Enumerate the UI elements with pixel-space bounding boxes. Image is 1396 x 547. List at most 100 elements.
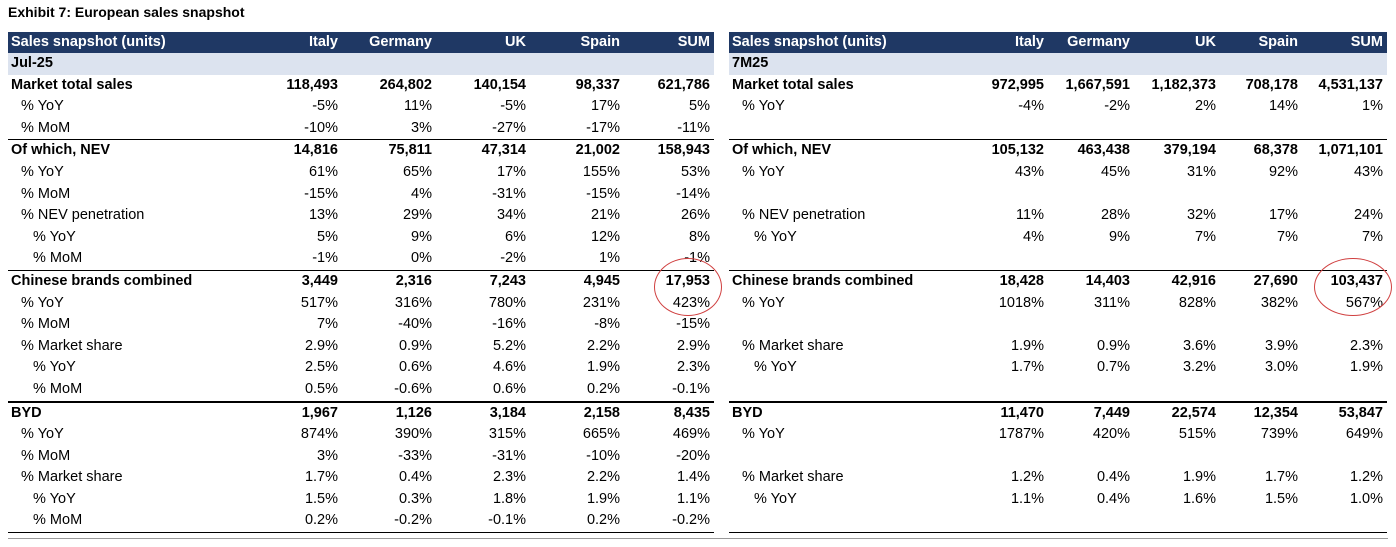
cell-spain: 382% [1260, 294, 1298, 311]
cell-italy: 14,816 [251, 139, 342, 162]
table-row: Market total sales 972,995 1,667,591 1,182,… [729, 75, 1387, 97]
table-row [729, 379, 1387, 402]
table-row: % MoM 7% -40% -16% -8% -15% [8, 314, 714, 336]
row-label-mom: % MoM [21, 316, 71, 333]
row-label-yoy: % YoY [33, 359, 76, 376]
cell-uk [1134, 314, 1220, 336]
cell-uk: 0.6% [492, 380, 526, 397]
cell-germany: 75,811 [342, 139, 436, 162]
row-label-yoy: % YoY [33, 228, 76, 245]
table-header-row: Sales snapshot (units) Italy Germany UK … [729, 32, 1387, 53]
row-label-blank [729, 446, 965, 468]
cell-germany: -40% [398, 316, 432, 333]
cell-uk: 140,154 [473, 76, 526, 93]
cell-sum: -20% [676, 447, 710, 464]
table-row [729, 184, 1387, 206]
table-row [729, 248, 1387, 270]
cell-italy: 1.5% [304, 490, 338, 507]
cell-italy: 0.2% [251, 510, 342, 534]
cell-uk: 780% [488, 294, 526, 311]
cell-sum: 17,953 [624, 269, 714, 293]
row-label-yoy: % YoY [21, 98, 64, 115]
cell-sum [1302, 446, 1387, 468]
cell-uk: -27% [492, 119, 526, 136]
row-label-yoy: % YoY [754, 490, 797, 507]
table-row: % NEV penetration 13% 29% 34% 21% 26% [8, 205, 714, 227]
table-row: % MoM -15% 4% -31% -15% -14% [8, 184, 714, 206]
cell-uk [1134, 446, 1220, 468]
cell-spain: 2.2% [586, 337, 620, 354]
row-label-mom: % MoM [21, 185, 71, 202]
cell-italy: -10% [304, 119, 338, 136]
cell-uk: 32% [1186, 207, 1216, 224]
table-row: % YoY 874% 390% 315% 665% 469% [8, 424, 714, 446]
cell-uk: 7,243 [436, 269, 530, 293]
table-row: % YoY -5% 11% -5% 17% 5% [8, 96, 714, 118]
cell-sum: 8,435 [624, 400, 714, 425]
cell-sum: 1,071,101 [1302, 139, 1387, 162]
cell-spain: 665% [582, 426, 620, 443]
cell-spain: 2.2% [586, 469, 620, 486]
cell-sum: 158,943 [624, 139, 714, 162]
cell-italy: 1.1% [1010, 490, 1044, 507]
cell-spain: 27,690 [1220, 269, 1302, 293]
table-row: % YoY 5% 9% 6% 12% 8% [8, 227, 714, 249]
cell-germany: 0.9% [1096, 337, 1130, 354]
row-label-yoy: % YoY [21, 426, 64, 443]
cell-spain: 17% [590, 98, 620, 115]
row-label-blank [729, 184, 965, 206]
cell-italy: 1.2% [1010, 469, 1044, 486]
row-label-market-share: % Market share [21, 337, 123, 354]
cell-italy [965, 379, 1048, 402]
table-row: % YoY 1787% 420% 515% 739% 649% [729, 424, 1387, 446]
cell-sum: -0.2% [624, 510, 714, 534]
cell-sum: 2.3% [1349, 337, 1383, 354]
row-label-byd: BYD [8, 400, 251, 425]
table-row: BYD 1,967 1,126 3,184 2,158 8,435 [8, 400, 714, 425]
cell-sum: 567% [1345, 294, 1383, 311]
cell-sum: 1.1% [676, 490, 710, 507]
cell-germany: 1,667,591 [1065, 76, 1130, 93]
cell-uk: 3.2% [1182, 359, 1216, 376]
cell-germany: 65% [402, 163, 432, 180]
cell-spain [1220, 379, 1302, 402]
header-italy: Italy [965, 32, 1048, 53]
cell-germany: 0.9% [398, 337, 432, 354]
row-label-yoy: % YoY [742, 98, 785, 115]
row-label-blank [729, 248, 965, 270]
cell-germany: 0.4% [1096, 490, 1130, 507]
header-spain: Spain [530, 32, 624, 53]
cell-spain [1220, 184, 1302, 206]
table-row: BYD 11,470 7,449 22,574 12,354 53,847 [729, 400, 1387, 425]
cell-spain: 21,002 [530, 139, 624, 162]
row-label-blank [729, 510, 965, 534]
cell-sum: 2.9% [676, 337, 710, 354]
cell-spain: -10% [586, 447, 620, 464]
cell-spain: 2,158 [530, 400, 624, 425]
cell-italy: 1.9% [1010, 337, 1044, 354]
row-label-mom: % MoM [21, 447, 71, 464]
table-row: Market total sales 118,493 264,802 140,154 9… [8, 75, 714, 97]
cell-italy: 1.7% [304, 469, 338, 486]
row-label-yoy: % YoY [742, 294, 785, 311]
cell-spain: 0.2% [530, 510, 624, 534]
cell-spain: 1.7% [1264, 469, 1298, 486]
table-row: % MoM 0.5% -0.6% 0.6% 0.2% -0.1% [8, 379, 714, 402]
cell-italy: 5% [317, 228, 338, 245]
row-label-chinese-brands-combined: Chinese brands combined [729, 269, 965, 293]
cell-germany: -0.2% [342, 510, 436, 534]
table-row [729, 314, 1387, 336]
header-sum: SUM [624, 32, 714, 53]
row-label-nev-penetration: % NEV penetration [21, 207, 145, 224]
cell-germany [1048, 184, 1134, 206]
cell-spain: 7% [1277, 228, 1298, 245]
table-row: % YoY 4% 9% 7% 7% 7% [729, 227, 1387, 249]
row-label-yoy: % YoY [21, 163, 64, 180]
cell-spain: 1.9% [586, 359, 620, 376]
cell-spain: 4,945 [530, 269, 624, 293]
cell-italy: 105,132 [965, 139, 1048, 162]
cell-italy: -5% [312, 98, 338, 115]
cell-spain: 0.2% [586, 380, 620, 397]
table-row: Of which, NEV 105,132 463,438 379,194 68,378… [729, 139, 1387, 162]
row-label-mom: % MoM [33, 250, 83, 267]
